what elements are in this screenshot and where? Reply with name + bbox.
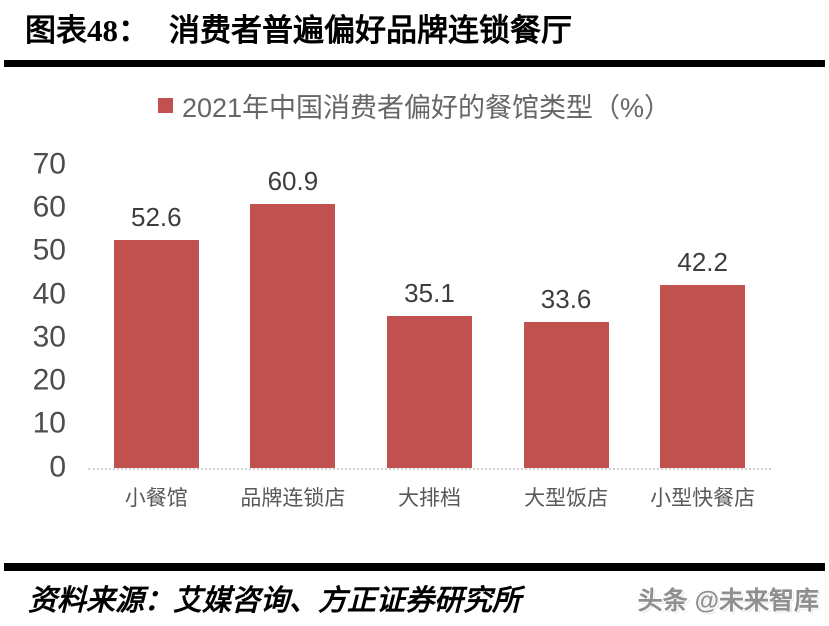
bar-slot: 33.6 bbox=[498, 165, 635, 468]
x-axis: 小餐馆 品牌连锁店 大排档 大型饭店 小型快餐店 bbox=[88, 486, 771, 511]
x-category-label: 小型快餐店 bbox=[650, 485, 756, 510]
bottom-divider bbox=[4, 562, 825, 571]
bar-slot: 52.6 bbox=[88, 165, 225, 468]
bar-slot: 60.9 bbox=[225, 165, 362, 468]
chart-legend: 2021年中国消费者偏好的餐馆类型（%） bbox=[0, 91, 829, 123]
legend-label: 2021年中国消费者偏好的餐馆类型（%） bbox=[181, 93, 672, 124]
y-tick-label: 30 bbox=[32, 320, 66, 354]
bar-value-label: 60.9 bbox=[267, 166, 319, 197]
y-tick-label: 40 bbox=[32, 276, 66, 310]
y-tick-label: 20 bbox=[32, 363, 66, 397]
footer: 资料来源：艾媒咨询、方正证券研究所 头条 @未来智库 bbox=[0, 577, 829, 619]
bar-value-label: 33.6 bbox=[540, 284, 592, 315]
x-category-label: 大排档 bbox=[397, 485, 461, 510]
bar-slot: 35.1 bbox=[361, 165, 498, 468]
figure-title: 图表48： 消费者普遍偏好品牌连锁餐厅 bbox=[0, 0, 829, 51]
x-axis-line bbox=[88, 467, 771, 470]
source-text: 资料来源：艾媒咨询、方正证券研究所 bbox=[28, 584, 522, 617]
bar-4: 33.6 bbox=[523, 286, 609, 468]
bar-value-label: 42.2 bbox=[677, 247, 728, 278]
bar-2: 60.9 bbox=[250, 168, 336, 468]
figure-number: 图表48： bbox=[25, 13, 149, 48]
bar-value-label: 35.1 bbox=[404, 277, 455, 308]
x-category-label: 小餐馆 bbox=[124, 485, 188, 510]
x-category-label: 大型饭店 bbox=[524, 485, 609, 510]
y-tick-label: 70 bbox=[32, 147, 66, 181]
bar-5: 42.2 bbox=[660, 249, 746, 468]
bar-value-label: 52.6 bbox=[130, 202, 182, 233]
y-tick-label: 50 bbox=[32, 233, 66, 267]
legend-swatch-icon bbox=[157, 98, 173, 114]
y-tick-label: 0 bbox=[49, 450, 66, 484]
top-divider bbox=[4, 59, 825, 67]
bar-slot: 42.2 bbox=[634, 165, 771, 468]
figure-title-text: 消费者普遍偏好品牌连锁餐厅 bbox=[169, 13, 572, 48]
bar-1: 52.6 bbox=[113, 204, 199, 468]
y-tick-label: 60 bbox=[32, 190, 66, 224]
watermark: 头条 @未来智库 bbox=[637, 586, 819, 615]
bar-3: 35.1 bbox=[386, 280, 472, 468]
plot-area: 52.6 60.9 35.1 33.6 42.2 bbox=[88, 165, 771, 468]
x-category-label: 品牌连锁店 bbox=[240, 485, 346, 510]
bar-chart: 0 10 20 30 40 50 60 70 52.6 60.9 35.1 33.6 42.2 小餐馆… bbox=[0, 146, 829, 521]
y-tick-label: 10 bbox=[32, 406, 66, 440]
